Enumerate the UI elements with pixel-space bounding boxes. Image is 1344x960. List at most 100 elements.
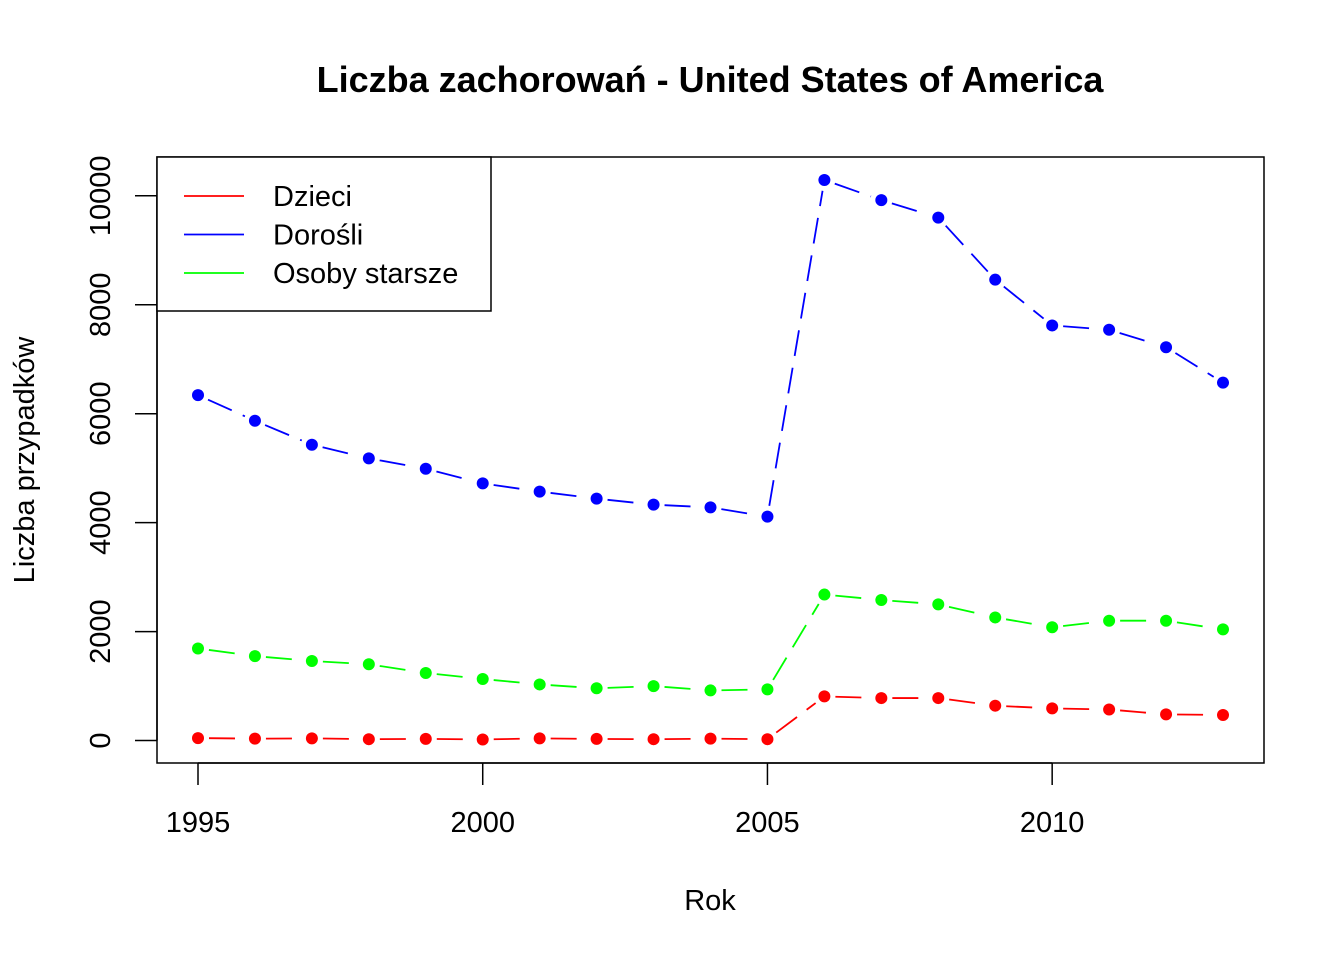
series-0-point	[248, 732, 261, 745]
y-tick-label: 8000	[85, 272, 117, 337]
series-2-segment	[664, 686, 700, 691]
series-1-segment	[264, 424, 303, 442]
series-1-segment	[550, 492, 586, 499]
series-2-segment	[322, 660, 358, 665]
series-0-segment	[775, 702, 817, 734]
series-1	[192, 173, 1229, 523]
chart-title: Liczba zachorowań - United States of Ame…	[317, 59, 1105, 100]
series-2-point	[932, 598, 945, 611]
y-axis-label: Liczba przypadków	[9, 336, 41, 584]
series-2-point	[192, 642, 204, 655]
series-0-segment	[1063, 707, 1099, 711]
series-0-point	[1103, 703, 1116, 716]
series-0-point	[1160, 708, 1173, 721]
series-2-point	[1103, 614, 1116, 627]
series-2-point	[989, 611, 1002, 624]
series-0-point	[932, 692, 945, 705]
series-2-point	[1160, 614, 1173, 627]
series-2-point	[533, 678, 546, 691]
series-0-segment	[322, 737, 358, 740]
series-2-point	[818, 588, 831, 601]
series-1-segment	[436, 470, 473, 482]
series-2-point	[704, 684, 717, 697]
series-1-point	[875, 194, 888, 207]
series-1-point	[1217, 376, 1229, 389]
series-2-point	[419, 667, 432, 680]
y-tick-label: 2000	[85, 599, 117, 664]
series-1-segment	[721, 508, 757, 516]
series-1-segment	[1119, 332, 1156, 345]
series-2-point	[1217, 623, 1229, 636]
series-2-segment	[1062, 621, 1099, 627]
series-2-segment	[1176, 621, 1213, 629]
series-1-segment	[1063, 325, 1099, 330]
series-1-point	[761, 510, 774, 523]
x-tick-label: 2010	[1020, 807, 1085, 839]
series-1-point	[192, 389, 204, 402]
series-2-segment	[1005, 618, 1042, 627]
series-0-point	[305, 732, 318, 745]
series-0-segment	[1119, 709, 1156, 715]
x-axis-label: Rok	[684, 885, 736, 917]
series-2-segment	[948, 605, 985, 616]
series-2-segment	[265, 656, 302, 661]
series-0-point	[1217, 708, 1229, 721]
series-1-segment	[493, 484, 529, 491]
y-tick-label: 0	[85, 732, 117, 748]
series-0-point	[362, 733, 375, 746]
series-1-point	[1046, 319, 1059, 332]
series-2-point	[476, 672, 489, 685]
series-2-segment	[607, 685, 643, 689]
series-1-point	[419, 462, 432, 475]
series-1-segment	[379, 459, 416, 468]
series-1-point	[476, 477, 489, 490]
series-2-segment	[208, 649, 245, 656]
series-1-point	[533, 485, 546, 498]
series-0-point	[704, 732, 717, 745]
series-0-point	[818, 690, 831, 703]
series-0-segment	[1006, 705, 1042, 709]
x-tick-label: 1995	[166, 807, 231, 839]
series-1-segment	[664, 504, 700, 508]
series-2-point	[248, 650, 261, 663]
series-1-segment	[1003, 285, 1045, 320]
x-tick-label: 2005	[735, 807, 800, 839]
series-0-point	[647, 733, 660, 746]
y-tick-label: 6000	[85, 381, 117, 446]
series-0-segment	[835, 695, 871, 699]
series-1-segment	[207, 398, 246, 418]
series-0-segment	[493, 737, 529, 741]
series-1-point	[818, 173, 831, 186]
legend-label-1: Dorośli	[273, 220, 363, 252]
series-1-point	[248, 414, 261, 427]
series-1-point	[590, 492, 603, 505]
y-axis: 0 2000 4000 6000 8000 10000	[85, 155, 158, 749]
series-1-point	[704, 501, 717, 514]
series-1-segment	[1174, 352, 1215, 378]
series-2-point	[875, 594, 888, 607]
series-2-segment	[835, 594, 871, 600]
series-2-point	[362, 658, 375, 671]
series-2-point	[1046, 621, 1059, 634]
series-2-point	[590, 682, 603, 695]
series-0-point	[533, 732, 546, 745]
series-2-segment	[550, 684, 586, 689]
series-0-point	[419, 732, 432, 745]
series-0-point	[989, 699, 1002, 712]
series-1-segment	[891, 202, 929, 216]
series-1-segment	[834, 182, 872, 198]
series-0-point	[1046, 702, 1059, 715]
y-tick-label: 10000	[85, 155, 117, 236]
series-1-segment	[768, 190, 824, 506]
series-1-point	[362, 452, 375, 465]
series-2-segment	[772, 603, 820, 681]
series-2-segment	[721, 688, 757, 692]
series-1-point	[1160, 341, 1173, 354]
series-2-point	[647, 680, 660, 693]
series-1-point	[1103, 323, 1116, 336]
series-2-segment	[892, 599, 928, 605]
legend: Dzieci Dorośli Osoby starsze	[156, 156, 492, 312]
series-2-segment	[379, 665, 416, 673]
series-0-point	[192, 732, 204, 745]
